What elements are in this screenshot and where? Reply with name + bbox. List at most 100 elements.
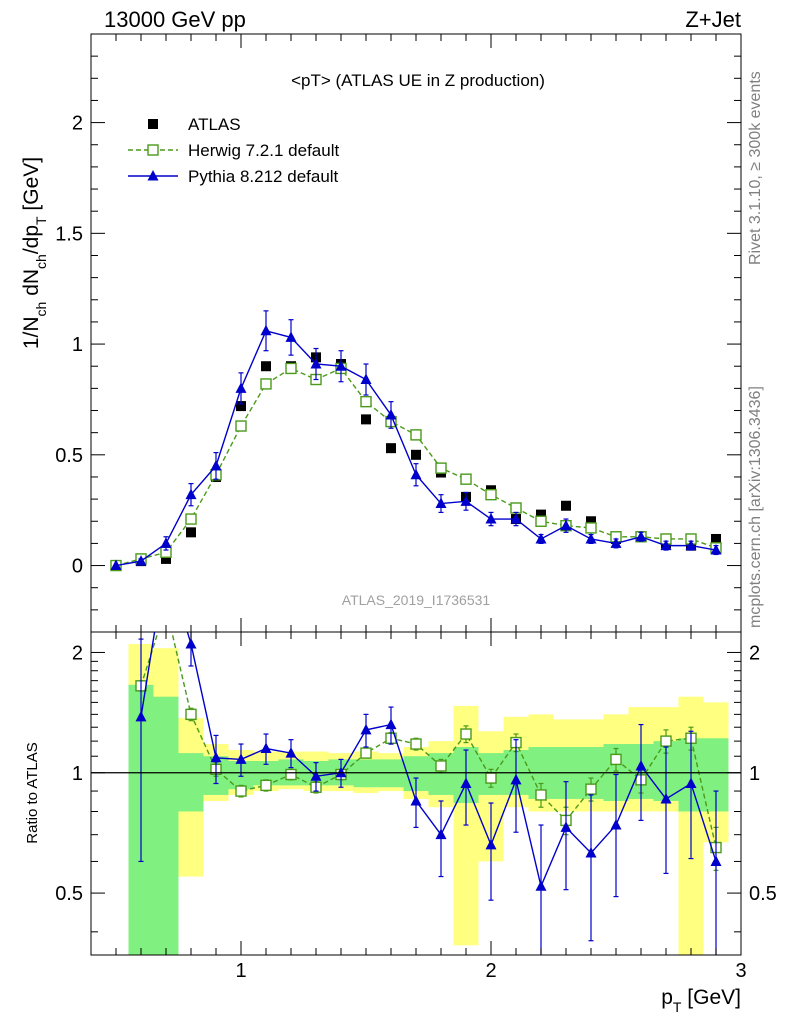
data-point [186,527,196,538]
data-point [510,502,522,514]
ratio-point [635,759,647,771]
data-point [411,449,421,460]
y-tick-label: 1.5 [55,223,83,245]
ratio-y-tick-label: 2 [72,642,83,664]
data-point [385,408,397,420]
ratio-point [185,637,197,649]
watermark: ATLAS_2019_I1736531 [342,592,491,608]
main-plot-marks [110,310,722,572]
data-point [185,513,197,525]
uncertainty-band [153,696,179,955]
y-tick-label: 1 [72,334,83,356]
ratio-point [585,783,597,795]
ratio-y-tick-label-right: 0.5 [749,883,777,905]
x-axis-label: pT [GeV] [661,986,741,1015]
data-point [310,358,322,369]
ratio-point [535,789,547,801]
x-tick-label: 1 [235,960,246,982]
data-point [260,378,272,390]
data-point [710,544,722,555]
ratio-point [660,792,672,804]
ratio-point [535,880,547,891]
ratio-panel: 0.5 0.5 1 1 2 2 1 2 3 [55,602,777,982]
ratio-point [510,773,522,785]
data-point [210,459,222,471]
data-point [335,360,347,371]
data-point [185,488,197,500]
rivet-label: Rivet 3.1.10, ≥ 300k events [747,71,764,265]
data-point [711,533,721,544]
y-tick-label: 2 [72,113,83,135]
data-point [361,414,371,425]
ratio-point [185,708,197,721]
ratio-point [435,760,447,772]
ratio-point [435,828,447,840]
ratio-point [285,747,297,758]
main-y-label: 1/Nch dNch/dpT [GeV] [20,157,49,349]
legend-marker [147,144,159,156]
ratio-plot-marks [135,602,722,955]
ratio-point [360,723,372,735]
data-point [285,362,297,375]
ratio-point [235,785,247,797]
ratio-point [460,777,472,789]
ratio-y-tick-label-right: 2 [749,642,760,664]
y-tick-label: 0 [72,556,83,578]
ratio-point [210,751,222,763]
data-point [135,555,147,566]
ratio-point [660,735,672,747]
ratio-point [285,768,297,781]
ratio-point [260,779,272,792]
x-tick-label: 3 [735,960,746,982]
ratio-point [485,838,497,850]
header-left: 13000 GeV pp [104,7,246,32]
data-point [585,532,597,544]
data-point [236,401,246,412]
ratio-series-line [140,632,717,889]
y-tick-label: 0.5 [55,445,83,467]
ratio-point [410,794,422,806]
chart-title: <pT> (ATLAS UE in Z production) [291,71,545,90]
data-point [261,361,271,372]
ratio-point [360,747,372,759]
data-point [285,331,297,342]
data-point [535,532,547,544]
ratio-point [610,819,622,830]
data-point [485,513,497,524]
legend-label: Herwig 7.2.1 default [188,141,339,160]
data-point [386,443,396,454]
ratio-point [685,777,697,789]
ratio-point [335,766,347,778]
ratio-point [710,855,722,866]
data-point [635,530,647,542]
legend-label: ATLAS [188,115,241,134]
ratio-point [161,602,171,612]
data-point [260,324,272,336]
ratio-bands [128,643,729,955]
ratio-y-tick-label: 1 [72,763,83,785]
data-point [561,500,571,511]
data-point [360,373,372,385]
legend-marker [148,119,158,129]
ratio-y-tick-label: 0.5 [55,883,83,905]
ratio-point [610,753,622,766]
data-point [160,537,172,548]
data-point [410,468,422,480]
mcplots-label: mcplots.cern.ch [arXiv:1306.3436] [747,386,764,628]
data-point [235,420,247,432]
legend-marker [147,170,159,181]
main-axes: 0 0.5 1 1.5 2 [55,33,741,633]
data-point [360,395,372,408]
x-tick-label: 2 [485,960,496,982]
data-point [510,513,522,524]
data-point [685,539,697,551]
data-point [235,382,247,393]
header-right: Z+Jet [685,7,741,32]
ratio-point [560,821,572,832]
ratio-axes: 0.5 0.5 1 1 2 2 1 2 3 [55,632,777,982]
data-point [560,519,572,531]
data-point [460,473,472,485]
series-line [115,329,717,567]
ratio-point [460,728,472,740]
